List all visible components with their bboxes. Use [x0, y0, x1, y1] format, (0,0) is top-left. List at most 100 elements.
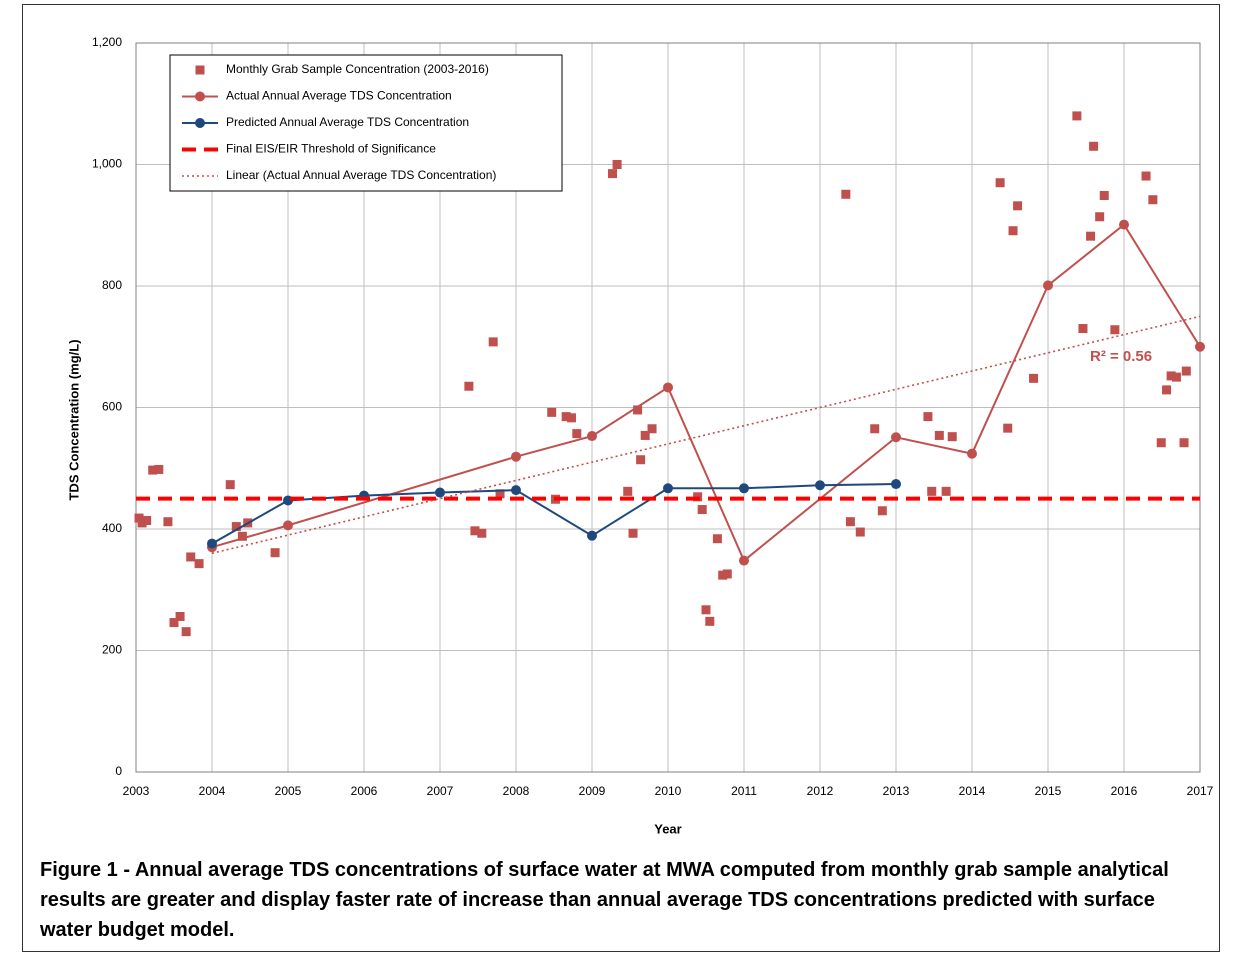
x-tick-label: 2006: [351, 784, 378, 798]
data-point: [231, 522, 241, 532]
data-point: [623, 486, 633, 496]
data-point: [891, 479, 901, 490]
data-point: [947, 432, 957, 442]
data-point: [148, 465, 158, 475]
figure-frame: [22, 4, 1220, 952]
data-point: [1099, 190, 1109, 200]
data-point: [511, 451, 521, 462]
data-point: [1095, 212, 1105, 222]
data-point: [1148, 195, 1158, 205]
data-point: [587, 530, 597, 541]
data-point: [1119, 219, 1129, 230]
data-point: [705, 616, 715, 626]
data-point: [1089, 141, 1099, 151]
annotation: R² = 0.56: [1090, 348, 1152, 365]
data-point: [845, 517, 855, 527]
data-point: [815, 480, 825, 491]
data-point: [477, 528, 487, 538]
data-point: [137, 518, 147, 528]
x-tick-label: 2016: [1111, 784, 1138, 798]
data-point: [934, 430, 944, 440]
data-point: [612, 160, 622, 169]
data-point: [663, 483, 673, 494]
data-point: [855, 527, 865, 537]
data-point: [134, 513, 144, 523]
x-tick-label: 2009: [579, 784, 606, 798]
data-point: [1171, 372, 1181, 382]
data-point: [1043, 280, 1053, 291]
x-tick-label: 2011: [731, 784, 757, 798]
x-tick-label: 2004: [199, 784, 226, 798]
data-point: [470, 526, 480, 536]
data-point: [1162, 385, 1172, 395]
data-point: [495, 489, 505, 499]
data-point: [1156, 438, 1166, 448]
x-tick-label: 2010: [655, 784, 682, 798]
data-point: [718, 570, 728, 580]
x-tick-label: 2012: [807, 784, 834, 798]
data-point: [663, 382, 673, 393]
y-tick-label: 0: [115, 764, 122, 778]
data-point: [608, 169, 618, 179]
data-point: [225, 480, 235, 490]
data-point: [633, 405, 643, 415]
data-point: [1072, 111, 1082, 121]
x-tick-label: 2003: [123, 784, 150, 798]
data-point: [967, 448, 977, 459]
data-point: [697, 505, 707, 515]
data-point: [927, 486, 937, 496]
x-axis-title: Year: [654, 821, 681, 836]
data-point: [1110, 325, 1120, 335]
data-point: [283, 520, 293, 531]
data-point: [1195, 341, 1205, 352]
figure-caption: Figure 1 - Annual average TDS concentrat…: [40, 859, 1169, 941]
y-tick-label: 1,000: [92, 157, 122, 171]
data-point: [547, 407, 557, 417]
legend-symbol: [195, 118, 205, 128]
data-point: [435, 487, 445, 498]
data-point: [163, 517, 173, 527]
data-point: [181, 627, 191, 637]
data-point: [488, 337, 498, 347]
data-point: [891, 432, 901, 443]
y-tick-label: 200: [102, 643, 122, 657]
data-point: [464, 381, 474, 391]
data-point: [995, 178, 1005, 188]
data-point: [841, 189, 851, 199]
data-point: [169, 618, 179, 628]
data-point: [628, 528, 638, 538]
data-point: [237, 531, 247, 541]
legend: Monthly Grab Sample Concentration (2003-…: [169, 54, 563, 192]
data-point: [186, 552, 196, 562]
data-point: [739, 483, 749, 494]
data-point: [207, 538, 217, 549]
data-point: [636, 455, 646, 465]
data-point: [701, 605, 711, 615]
legend-label: Linear (Actual Annual Average TDS Concen…: [226, 168, 496, 182]
y-axis-title: TDS Concentration (mg/L): [66, 339, 81, 500]
x-tick-label: 2014: [959, 784, 986, 798]
x-tick-label: 2017: [1187, 784, 1214, 798]
data-point: [712, 534, 722, 544]
data-point: [1086, 231, 1096, 241]
data-point: [175, 611, 185, 621]
legend-box: [169, 54, 563, 192]
x-tick-label: 2007: [427, 784, 454, 798]
data-point: [142, 515, 152, 525]
legend-label: Actual Annual Average TDS Concentration: [226, 89, 452, 103]
data-point: [572, 429, 582, 439]
data-point: [1078, 324, 1088, 334]
data-point: [1179, 438, 1189, 448]
data-point: [640, 430, 650, 440]
chart: TDS Concentration (mg/L) Year 0 200 400 600…: [66, 35, 1214, 836]
legend-label: Predicted Annual Average TDS Concentrati…: [226, 115, 469, 129]
data-point: [1008, 226, 1018, 236]
data-point: [1141, 171, 1151, 181]
data-point: [941, 486, 951, 496]
data-point: [587, 431, 597, 442]
data-point: [194, 559, 204, 569]
data-point: [270, 548, 280, 558]
data-point: [647, 424, 657, 434]
plot-area-border: [135, 42, 1201, 773]
